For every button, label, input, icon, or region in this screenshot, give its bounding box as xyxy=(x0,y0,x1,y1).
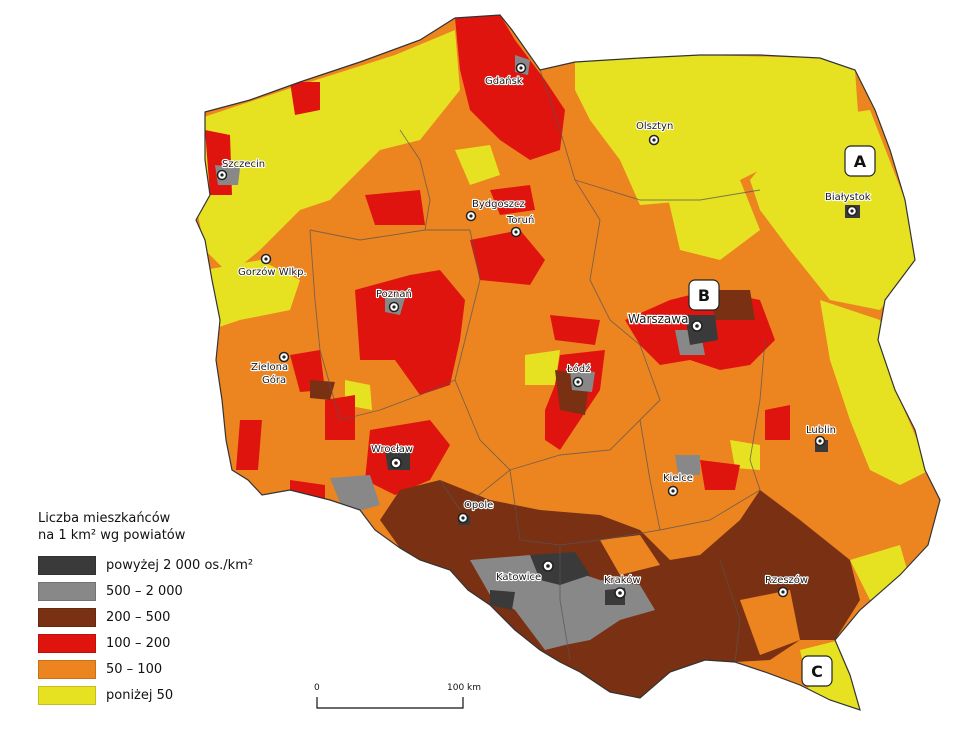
city-label-torun: Toruń xyxy=(506,214,534,226)
city-label-zielona-2: Góra xyxy=(262,374,286,386)
legend-label: 200 – 500 xyxy=(106,609,171,625)
legend-item-200-500: 200 – 500 xyxy=(38,604,278,630)
city-warszawa[interactable]: Warszawa xyxy=(627,311,703,332)
legend-item-100-200: 100 – 200 xyxy=(38,630,278,656)
legend-item-500-2000: 500 – 2 000 xyxy=(38,578,278,604)
legend-label: 500 – 2 000 xyxy=(106,583,183,599)
city-label-warszawa: Warszawa xyxy=(628,312,688,326)
city-label-lodz: Łódź xyxy=(566,363,590,375)
marker-a-label: A xyxy=(854,152,867,171)
city-label-gdansk: Gdańsk xyxy=(485,75,523,87)
city-torun[interactable]: Toruń xyxy=(505,213,535,238)
city-label-zielona-1: Zielona xyxy=(251,362,288,373)
legend-item-below-50: poniżej 50 xyxy=(38,682,278,708)
legend-item-50-100: 50 – 100 xyxy=(38,656,278,682)
voivodeship-borders xyxy=(309,69,766,663)
legend-label: 50 – 100 xyxy=(106,661,163,677)
legend-swatch xyxy=(38,633,96,653)
city-katowice[interactable]: Katowice xyxy=(495,560,554,584)
city-label-krakow: Kraków xyxy=(604,574,641,586)
marker-c-label: C xyxy=(811,662,823,681)
legend-label: powyżej 2 000 os./km² xyxy=(106,557,254,573)
city-label-poznan: Poznań xyxy=(376,288,412,300)
city-szczecin[interactable]: Szczecin xyxy=(216,158,266,181)
city-label-szczecin: Szczecin xyxy=(222,159,265,170)
city-poznan[interactable]: Poznań xyxy=(375,287,413,313)
city-kielce[interactable]: Kielce xyxy=(662,472,694,497)
city-lodz[interactable]: Łódź xyxy=(565,362,591,388)
legend-title-line1: Liczba mieszkańców xyxy=(38,511,171,526)
city-label-gorzow: Gorzów Wlkp. xyxy=(238,266,307,278)
city-label-rzeszow: Rzeszów xyxy=(765,574,808,586)
city-label-katowice: Katowice xyxy=(496,572,541,583)
legend-title-line2: na 1 km² wg powiatów xyxy=(38,528,186,543)
legend-swatch xyxy=(38,659,96,679)
legend-swatch xyxy=(38,607,96,627)
legend-item-over-2000: powyżej 2 000 os./km² xyxy=(38,552,278,578)
marker-c: C xyxy=(801,655,833,687)
city-rzeszow[interactable]: Rzeszów xyxy=(764,573,809,598)
city-bialystok[interactable]: Białystok xyxy=(824,191,872,217)
city-bydgoszcz[interactable]: Bydgoszcz xyxy=(465,198,526,222)
marker-a: A xyxy=(844,145,876,177)
city-label-bydgoszcz: Bydgoszcz xyxy=(472,199,525,210)
city-opole[interactable]: Opole xyxy=(457,499,494,524)
scale-bar: 0 100 km xyxy=(314,683,481,709)
country-outline xyxy=(195,14,941,711)
legend: Liczba mieszkańców na 1 km² wg powiatów … xyxy=(38,510,278,708)
city-gdansk[interactable]: Gdańsk xyxy=(484,62,527,88)
city-zielona-gora[interactable]: Zielona Góra xyxy=(250,351,289,387)
legend-label: poniżej 50 xyxy=(106,687,174,703)
marker-b-label: B xyxy=(698,286,710,305)
city-markers: Gdańsk Szczecin Olsztyn Bydgoszcz Toruń … xyxy=(216,62,872,599)
city-label-bialystok: Białystok xyxy=(825,192,871,203)
city-label-olsztyn: Olsztyn xyxy=(636,121,673,132)
legend-swatch xyxy=(38,685,96,705)
city-gorzow[interactable]: Gorzów Wlkp. xyxy=(237,253,308,279)
legend-swatch xyxy=(38,555,96,575)
city-krakow[interactable]: Kraków xyxy=(603,573,642,599)
marker-b: B xyxy=(688,279,720,311)
city-label-kielce: Kielce xyxy=(663,473,693,484)
legend-label: 100 – 200 xyxy=(106,635,171,651)
scale-end-label: 100 km xyxy=(447,683,481,693)
scale-start-label: 0 xyxy=(314,683,320,693)
city-label-opole: Opole xyxy=(464,500,493,511)
city-wroclaw[interactable]: Wrocław xyxy=(370,443,414,469)
city-lublin[interactable]: Lublin xyxy=(805,424,837,447)
legend-swatch xyxy=(38,581,96,601)
city-label-lublin: Lublin xyxy=(806,425,836,436)
legend-title: Liczba mieszkańców na 1 km² wg powiatów xyxy=(38,510,278,544)
city-label-wroclaw: Wrocław xyxy=(371,444,413,455)
city-olsztyn[interactable]: Olsztyn xyxy=(635,120,674,146)
